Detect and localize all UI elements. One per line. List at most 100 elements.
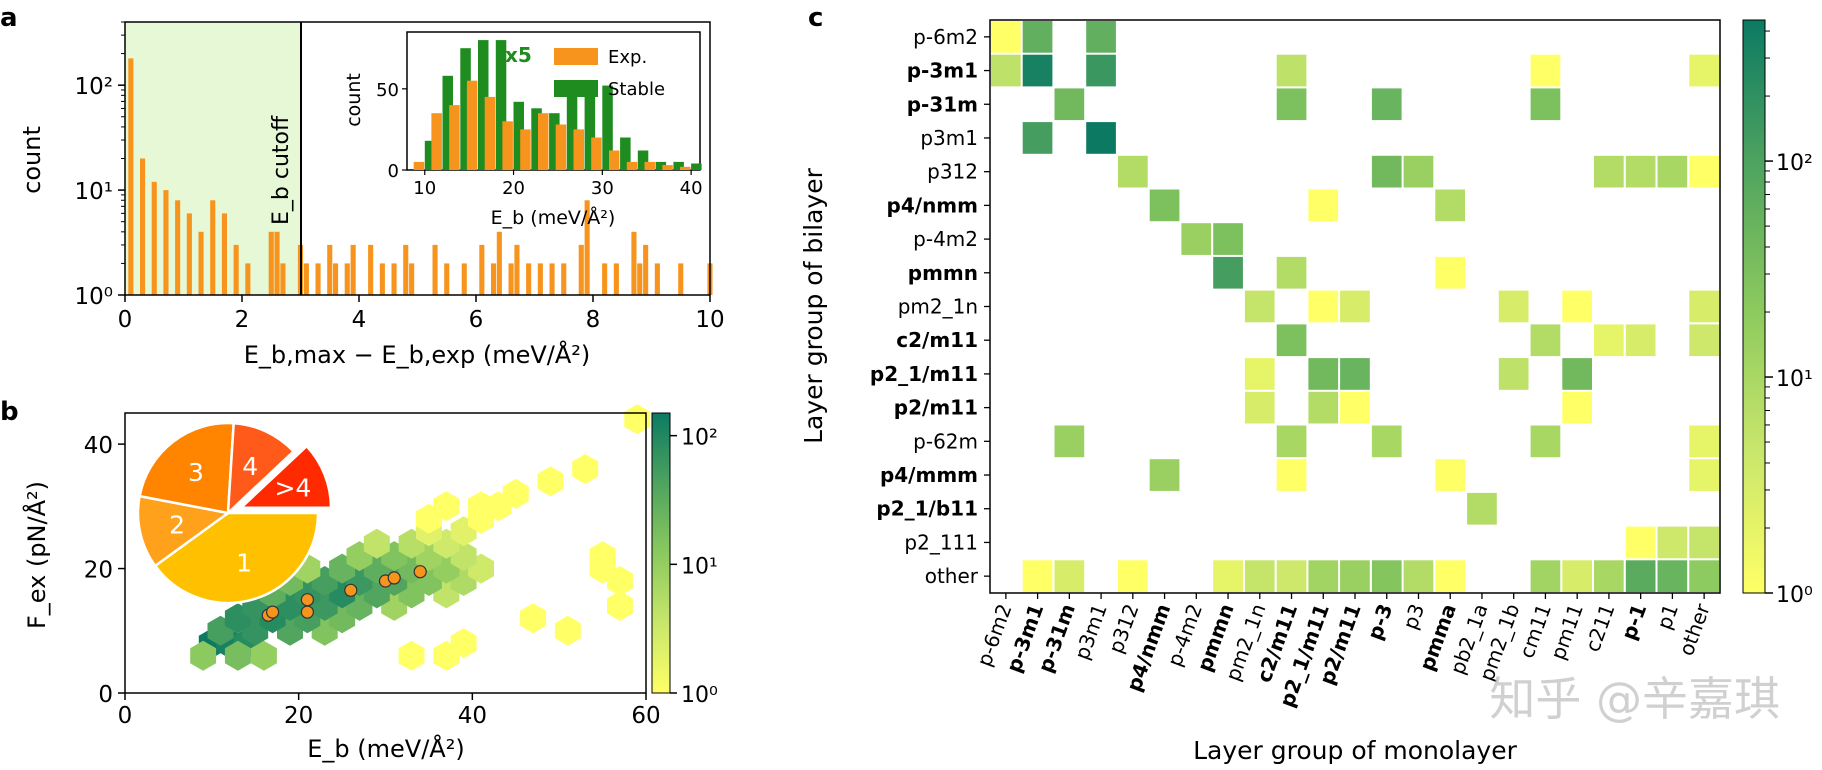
hexbin bbox=[190, 640, 217, 671]
histogram-bar bbox=[274, 231, 280, 295]
inset-bar-stable bbox=[655, 161, 667, 170]
inset-bars bbox=[413, 40, 702, 171]
panel-a: a E_b cutoff 0 2 4 6 8 10 10⁰ 10¹ 10² count E_b,… bbox=[0, 3, 725, 369]
histogram-bar bbox=[654, 263, 660, 295]
heatmap-cell bbox=[1244, 358, 1275, 390]
heatmap-cell bbox=[1562, 560, 1592, 592]
inset-bar-exp bbox=[644, 161, 655, 170]
heatmap-cell bbox=[1530, 324, 1561, 357]
histogram-bar bbox=[637, 263, 643, 295]
y-category-label: c2/m11 bbox=[896, 328, 978, 352]
inset-y-tick-label: 50 bbox=[376, 80, 399, 101]
histogram-bar bbox=[268, 231, 274, 295]
hexbin bbox=[572, 454, 599, 484]
histogram-bar bbox=[643, 244, 649, 295]
histogram-bar bbox=[409, 263, 415, 295]
heatmap-cell bbox=[1689, 324, 1719, 357]
heatmap-cell bbox=[1054, 88, 1085, 121]
histogram-bar bbox=[221, 213, 227, 295]
inset-bar-exp bbox=[680, 166, 691, 170]
panel-c-xlabel: Layer group of monolayer bbox=[1193, 736, 1517, 765]
x-tick-label: 10 bbox=[695, 307, 724, 333]
inset-bar-stable bbox=[673, 161, 684, 170]
heatmap-cell bbox=[1594, 324, 1624, 357]
inset-bar-stable bbox=[549, 113, 560, 170]
heatmap-cell bbox=[1276, 459, 1307, 491]
heatmap-cell bbox=[1244, 290, 1275, 323]
y-category-label: p2/m11 bbox=[894, 396, 978, 420]
heatmap-cell bbox=[1276, 54, 1307, 87]
heatmap-cell bbox=[1625, 560, 1656, 592]
inset-bar-stable bbox=[460, 48, 471, 171]
colorbar-tick-label: 10² bbox=[1776, 151, 1813, 176]
histogram-bar bbox=[432, 244, 438, 295]
heatmap-cell bbox=[1276, 88, 1307, 121]
hexbin bbox=[398, 640, 425, 671]
inset-bar-stable bbox=[620, 137, 631, 170]
hexbin bbox=[502, 478, 529, 509]
heatmap-cell bbox=[1689, 290, 1719, 323]
highlight-point bbox=[300, 593, 314, 607]
heatmap-cell bbox=[1530, 560, 1561, 592]
heatmap-cell bbox=[1371, 155, 1402, 188]
x-tick-label: 0 bbox=[118, 307, 133, 333]
heatmap-cell bbox=[1022, 54, 1053, 87]
x-tick-label: 4 bbox=[352, 307, 367, 333]
inset-axes: 10 20 30 40 0 50 bbox=[376, 80, 702, 199]
y-category-label: p-62m bbox=[913, 429, 978, 453]
panel-b-colorbar bbox=[651, 412, 671, 694]
heatmap-cell bbox=[1530, 54, 1561, 87]
inset-bar-exp bbox=[591, 137, 602, 170]
heatmap-cell bbox=[1562, 391, 1592, 424]
inset-legend: Exp. Stable bbox=[554, 47, 665, 100]
pie-slice bbox=[136, 494, 232, 568]
legend-label-exp: Exp. bbox=[608, 47, 647, 68]
histogram-bar bbox=[186, 213, 192, 295]
y-category-label: pmmn bbox=[908, 261, 978, 285]
heatmap-cell bbox=[1371, 88, 1402, 121]
hexbin bbox=[450, 628, 477, 659]
legend-swatch-stable bbox=[554, 80, 598, 97]
inset-bar-stable bbox=[602, 85, 613, 170]
heatmap-cell bbox=[1276, 425, 1307, 458]
heatmap-cell bbox=[1244, 560, 1275, 592]
x-tick-label: 40 bbox=[458, 703, 487, 729]
histogram-bar bbox=[245, 263, 251, 295]
x-category-label: p1 bbox=[1652, 601, 1683, 633]
histogram-bar bbox=[514, 244, 520, 295]
hexbin bbox=[607, 590, 633, 621]
y-tick-label: 0 bbox=[98, 682, 113, 708]
pie-slice-label: 3 bbox=[188, 458, 204, 487]
hexbin bbox=[250, 640, 277, 671]
heatmap-cell bbox=[1054, 560, 1085, 592]
panel-a-bars bbox=[128, 58, 713, 296]
inset-bar-exp bbox=[449, 105, 460, 170]
y-category-label: p-3m1 bbox=[907, 59, 978, 83]
watermark: 知乎 @辛嘉琪 bbox=[1489, 672, 1780, 726]
pie-chart: 1 23 4 >4 bbox=[136, 421, 333, 605]
y-category-label: p4/nmm bbox=[887, 193, 978, 217]
heatmap-cell bbox=[1276, 560, 1307, 592]
panel-c-colorbar-ticks: 10⁰ 10¹ 10² bbox=[1765, 30, 1813, 608]
highlight-point bbox=[300, 605, 314, 619]
heatmap-cell bbox=[1149, 189, 1180, 222]
y-category-label: p2_111 bbox=[904, 530, 978, 554]
inset-bar-stable bbox=[478, 40, 489, 170]
heatmap-cell bbox=[1086, 54, 1116, 87]
y-category-label: p3m1 bbox=[920, 126, 978, 150]
heatmap-cell bbox=[1308, 560, 1339, 592]
heatmap-cell bbox=[1689, 54, 1719, 87]
histogram-bar bbox=[479, 244, 485, 295]
inset-x-tick-label: 10 bbox=[413, 178, 436, 199]
inset-bar-stable bbox=[513, 101, 524, 170]
colorbar-tick-label: 10⁰ bbox=[681, 683, 718, 708]
x-tick-label: 60 bbox=[631, 703, 660, 729]
histogram-bar bbox=[602, 263, 608, 295]
inset-bar-stable bbox=[531, 108, 542, 170]
inset-xlabel: E_b (meV/Å²) bbox=[491, 206, 616, 229]
histogram-bar bbox=[561, 263, 567, 295]
heatmap-cell bbox=[1308, 189, 1339, 222]
panel-b-xlabel: E_b (meV/Å²) bbox=[307, 734, 464, 763]
histogram-bar bbox=[578, 244, 584, 295]
histogram-bar bbox=[461, 263, 467, 295]
